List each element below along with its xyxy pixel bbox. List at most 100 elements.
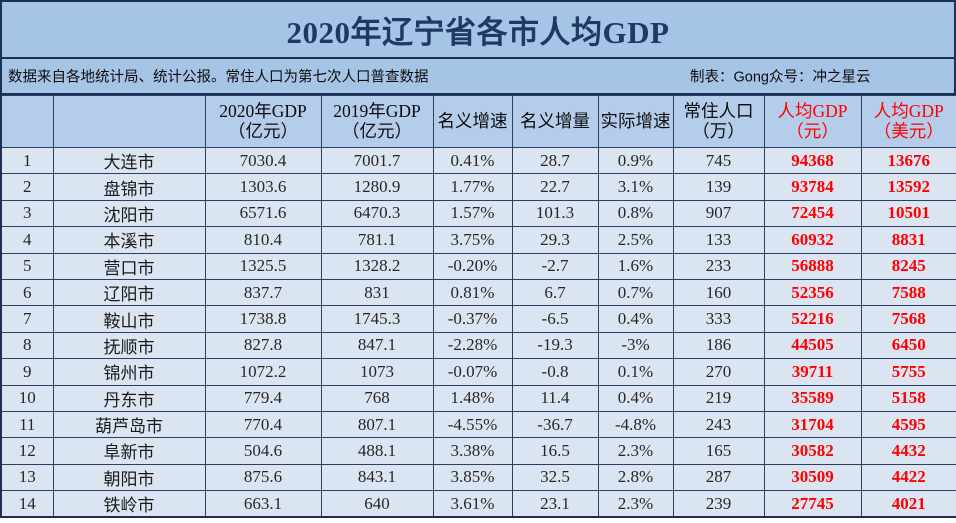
- subtitle-band: 数据来自各地统计局、统计公报。常住人口为第七次人口普查数据 制表：Gong众号：…: [0, 59, 956, 95]
- cell-gdp-2019: 843.1: [320, 463, 434, 492]
- cell-per-capita-usd: 8245: [860, 252, 956, 280]
- cell-gdp-2020: 663.1: [204, 490, 322, 518]
- header-line2: （元）: [786, 120, 839, 141]
- header-line1: 实际增速: [600, 110, 671, 131]
- cell-per-capita-cny: 35589: [763, 384, 862, 412]
- cell-nominal-growth: 3.61%: [432, 490, 513, 518]
- data-source-note: 数据来自各地统计局、统计公报。常住人口为第七次人口普查数据: [8, 69, 429, 86]
- table-row: 8 抚顺市 827.8 847.1 -2.28% -19.3 -3% 186 44505 6450: [0, 331, 956, 360]
- cell-gdp-2019: 1073: [320, 358, 434, 386]
- cell-per-capita-usd: 4021: [860, 490, 956, 518]
- page-title: 2020年辽宁省各市人均GDP: [286, 15, 670, 50]
- cell-real-growth: 2.5%: [597, 226, 674, 254]
- table-row: 7 鞍山市 1738.8 1745.3 -0.37% -6.5 0.4% 333 52216 75…: [0, 305, 956, 333]
- cell-gdp-2019: 831: [320, 278, 434, 307]
- header-line1: 2019年GDP: [333, 100, 421, 121]
- cell-nominal-growth: 3.85%: [432, 463, 513, 492]
- cell-population: 186: [672, 331, 765, 360]
- cell-per-capita-usd: 4422: [860, 463, 956, 492]
- cell-real-growth: 2.8%: [597, 463, 674, 492]
- cell-per-capita-cny: 30509: [763, 463, 862, 492]
- cell-gdp-2019: 640: [320, 490, 434, 518]
- cell-per-capita-usd: 4432: [860, 437, 956, 465]
- cell-per-capita-usd: 8831: [860, 226, 956, 254]
- cell-city: 沈阳市: [52, 199, 206, 228]
- cell-rank: 2: [0, 173, 54, 201]
- cell-real-growth: 2.3%: [597, 490, 674, 518]
- header-line1: 常住人口: [683, 100, 754, 121]
- cell-rank: 12: [0, 437, 54, 465]
- cell-per-capita-cny: 39711: [763, 358, 862, 386]
- table-row: 13 朝阳市 875.6 843.1 3.85% 32.5 2.8% 287 30509 4422: [0, 463, 956, 492]
- table-row: 2 盘锦市 1303.6 1280.9 1.77% 22.7 3.1% 139 93784 135…: [0, 173, 956, 201]
- cell-per-capita-usd: 7568: [860, 305, 956, 333]
- cell-nominal-increment: 32.5: [511, 463, 599, 492]
- cell-per-capita-cny: 27745: [763, 490, 862, 518]
- cell-real-growth: -4.8%: [597, 410, 674, 439]
- column-header-nominal-increment: 名义增量: [511, 95, 599, 148]
- cell-rank: 8: [0, 331, 54, 360]
- cell-rank: 14: [0, 490, 54, 518]
- cell-gdp-2019: 807.1: [320, 410, 434, 439]
- cell-per-capita-usd: 10501: [860, 199, 956, 228]
- author-credit: 制表：Gong众号：冲之星云: [690, 69, 871, 86]
- cell-population: 139: [672, 173, 765, 201]
- cell-city: 铁岭市: [52, 490, 206, 518]
- cell-city: 葫芦岛市: [52, 410, 206, 439]
- cell-nominal-growth: 3.38%: [432, 437, 513, 465]
- cell-per-capita-usd: 13592: [860, 173, 956, 201]
- cell-gdp-2020: 837.7: [204, 278, 322, 307]
- cell-nominal-increment: 23.1: [511, 490, 599, 518]
- cell-nominal-increment: -0.8: [511, 358, 599, 386]
- cell-per-capita-cny: 60932: [763, 226, 862, 254]
- cell-city: 本溪市: [52, 226, 206, 254]
- table-row: 1 大连市 7030.4 7001.7 0.41% 28.7 0.9% 745 94368 136…: [0, 146, 956, 175]
- cell-rank: 13: [0, 463, 54, 492]
- cell-gdp-2020: 1325.5: [204, 252, 322, 280]
- cell-per-capita-cny: 93784: [763, 173, 862, 201]
- cell-population: 745: [672, 146, 765, 175]
- cell-city: 鞍山市: [52, 305, 206, 333]
- cell-gdp-2020: 1303.6: [204, 173, 322, 201]
- header-line2: （亿元）: [228, 120, 298, 141]
- cell-nominal-increment: 28.7: [511, 146, 599, 175]
- cell-nominal-increment: -6.5: [511, 305, 599, 333]
- cell-rank: 6: [0, 278, 54, 307]
- cell-rank: 7: [0, 305, 54, 333]
- cell-population: 133: [672, 226, 765, 254]
- cell-per-capita-cny: 30582: [763, 437, 862, 465]
- cell-nominal-growth: 1.77%: [432, 173, 513, 201]
- cell-real-growth: 0.1%: [597, 358, 674, 386]
- cell-gdp-2020: 7030.4: [204, 146, 322, 175]
- cell-gdp-2019: 1280.9: [320, 173, 434, 201]
- header-line2: （亿元）: [342, 120, 412, 141]
- cell-per-capita-cny: 72454: [763, 199, 862, 228]
- cell-per-capita-cny: 44505: [763, 331, 862, 360]
- cell-gdp-2019: 768: [320, 384, 434, 412]
- cell-city: 锦州市: [52, 358, 206, 386]
- cell-per-capita-cny: 94368: [763, 146, 862, 175]
- cell-city: 抚顺市: [52, 331, 206, 360]
- gdp-table: 2020年GDP （亿元） 2019年GDP （亿元） 名义增速 名义增量 实际…: [0, 95, 956, 519]
- cell-population: 243: [672, 410, 765, 439]
- cell-rank: 1: [0, 146, 54, 175]
- cell-nominal-increment: -36.7: [511, 410, 599, 439]
- cell-real-growth: 3.1%: [597, 173, 674, 201]
- cell-rank: 11: [0, 410, 54, 439]
- header-line2: （万）: [692, 120, 745, 141]
- cell-population: 907: [672, 199, 765, 228]
- cell-rank: 3: [0, 199, 54, 228]
- cell-nominal-growth: -0.37%: [432, 305, 513, 333]
- cell-nominal-increment: 11.4: [511, 384, 599, 412]
- cell-per-capita-usd: 5158: [860, 384, 956, 412]
- cell-gdp-2020: 770.4: [204, 410, 322, 439]
- cell-city: 阜新市: [52, 437, 206, 465]
- cell-gdp-2020: 1738.8: [204, 305, 322, 333]
- cell-per-capita-usd: 7588: [860, 278, 956, 307]
- cell-population: 165: [672, 437, 765, 465]
- cell-nominal-growth: 1.48%: [432, 384, 513, 412]
- column-header-rank: [0, 95, 54, 148]
- title-band: 2020年辽宁省各市人均GDP: [0, 0, 956, 59]
- cell-nominal-growth: 3.75%: [432, 226, 513, 254]
